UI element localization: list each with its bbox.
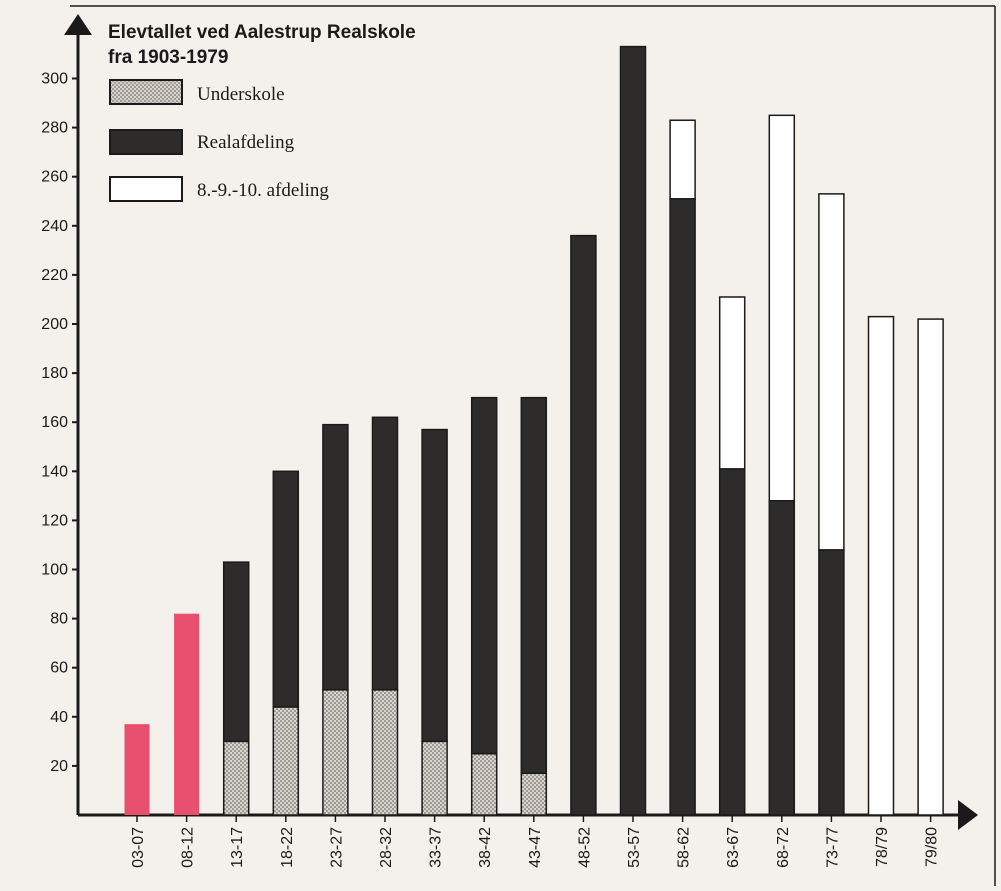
chart-title-line-2: fra 1903-1979 (108, 47, 228, 68)
bar-segment-38-42-0 (470, 752, 498, 816)
y-tick-label: 200 (41, 316, 68, 333)
bar-segment-23-27-1 (322, 423, 349, 691)
y-tick-label: 240 (41, 218, 68, 235)
y-tick-label: 260 (41, 169, 68, 186)
bar-segment-53-57-1 (619, 45, 647, 816)
bar-segment-63-67-2 (718, 296, 746, 470)
y-tick-label: 80 (50, 611, 68, 628)
bar-segment-48-52-1 (570, 234, 597, 816)
bar-segment-13-17-1 (222, 561, 250, 743)
bar-segment-38-42-1 (470, 396, 498, 755)
x-tick-label: 79/80 (924, 827, 941, 867)
bar-segment-18-22-0 (272, 706, 300, 816)
bar-segment-78-79-2 (867, 315, 895, 816)
x-tick-label: 18-22 (279, 827, 296, 868)
y-ticks: 20 40 60 80 100 120 140 160 180 200 220 240 260 280 30… (41, 71, 78, 775)
bar-segment-43-47-1 (520, 396, 548, 775)
bar-segment-58-62-2 (669, 119, 696, 200)
y-tick-label: 160 (41, 414, 68, 431)
x-tick-label: 73-77 (824, 827, 841, 868)
x-tick-label: 33-37 (428, 827, 445, 868)
x-tick-label: 68-72 (775, 827, 792, 868)
x-tick-label: 43-47 (527, 827, 544, 868)
x-tick-label: 23-27 (328, 827, 345, 868)
x-tick-label: 08-12 (180, 827, 197, 868)
legend-label-underskole: Underskole (197, 84, 285, 105)
legend-label-realafdeling: Realafdeling (197, 132, 295, 153)
bar-segment-63-67-1 (718, 468, 746, 816)
bar-segment-18-22-1 (272, 470, 300, 708)
y-tick-label: 20 (50, 758, 68, 775)
y-tick-label: 60 (50, 660, 68, 677)
y-tick-label: 280 (41, 120, 68, 137)
legend-swatch-afdeling (109, 176, 183, 202)
x-axis-arrow (958, 800, 978, 830)
bar-segment-33-37-0 (421, 740, 448, 816)
bar-segment-73-77-2 (818, 193, 845, 551)
y-tick-label: 120 (41, 512, 68, 529)
legend: Underskole Realafdeling 8.-9.-10. afdeli… (109, 79, 329, 202)
y-axis-arrow (64, 14, 92, 35)
x-tick-label: 58-62 (676, 827, 693, 868)
bar-segment-28-32-0 (371, 689, 399, 816)
x-tick-label: 03-07 (130, 827, 147, 868)
y-tick-label: 220 (41, 267, 68, 284)
bar-segment-13-17-0 (222, 740, 250, 816)
bar-segment-33-37-1 (421, 428, 448, 743)
legend-swatch-underskole (109, 79, 183, 105)
y-tick-label: 300 (41, 71, 68, 88)
x-tick-label: 28-32 (378, 827, 395, 868)
x-tick-label: 38-42 (477, 827, 494, 868)
bar-segment-28-32-1 (371, 416, 399, 691)
bars (124, 45, 944, 816)
y-tick-label: 40 (50, 709, 68, 726)
chart-title-line-1: Elevtallet ved Aalestrup Realskole (108, 22, 416, 43)
legend-label-afdeling: 8.-9.-10. afdeling (197, 180, 329, 201)
x-tick-label: 13-17 (229, 827, 246, 868)
y-tick-label: 140 (41, 463, 68, 480)
bar-segment-79-80-2 (917, 318, 944, 816)
bar-segment-03-07-0 (124, 724, 150, 815)
y-tick-label: 180 (41, 365, 68, 382)
x-tick-label: 78/79 (874, 827, 891, 867)
y-tick-label: 100 (41, 562, 68, 579)
x-tick-labels: 03-07 08-12 13-17 18-22 23-27 28-32 33-37 38-42… (130, 815, 941, 868)
bar-segment-23-27-0 (322, 689, 349, 816)
bar-segment-58-62-1 (669, 198, 696, 816)
bar-segment-68-72-1 (768, 500, 796, 816)
legend-swatch-realafdeling (109, 129, 183, 155)
bar-segment-68-72-2 (768, 114, 796, 502)
bar-segment-08-12-0 (174, 613, 200, 815)
bar-segment-43-47-0 (520, 772, 548, 816)
x-tick-label: 53-57 (626, 827, 643, 868)
bar-segment-73-77-1 (818, 549, 845, 816)
x-tick-label: 63-67 (725, 827, 742, 868)
x-tick-label: 48-52 (576, 827, 593, 868)
